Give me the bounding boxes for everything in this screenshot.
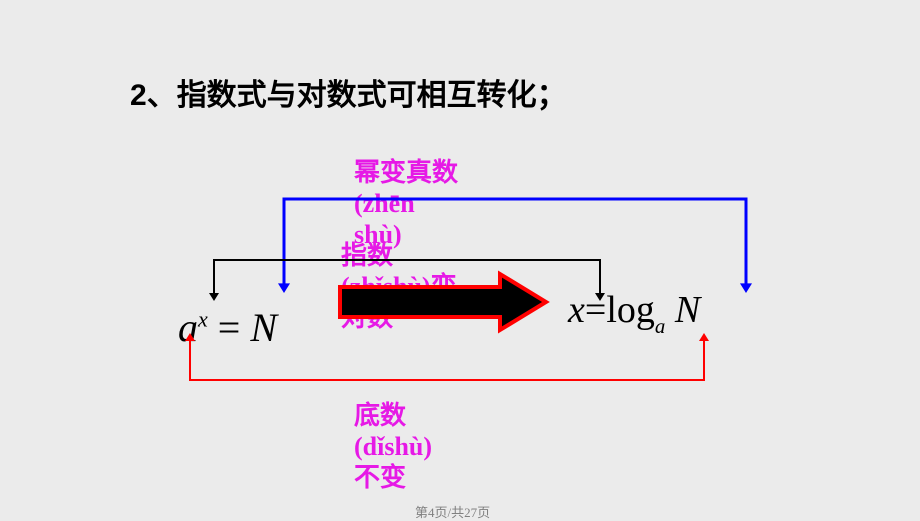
label-exponent-to-log: 指数 (zhǐshù)变 对数 [341, 240, 457, 334]
label-bottom-l1: 底数 [354, 401, 406, 430]
label-power-to-antilog: 幂变真数 (zhēn shù) [354, 157, 458, 251]
eq-right-sub: a [655, 314, 665, 339]
label-bottom-l3: 不变 [354, 463, 406, 492]
page-indicator: 第4页/共27页 [415, 502, 490, 521]
section-sep: 、 [147, 79, 177, 112]
label-base-unchanged: 底数 (dǐshù) 不变 [354, 400, 432, 494]
eq-left-eq: = [208, 305, 251, 350]
eq-left-base: a [178, 305, 198, 350]
section-title: 2、指数式与对数式可相互转化； [130, 70, 567, 114]
equation-logarithm: x=loga N [568, 288, 700, 332]
label-bottom-l2: (dǐshù) [354, 432, 432, 461]
label-top-l2: (zhēn [354, 189, 415, 218]
section-text: 指数式与对数式可相互转化； [177, 79, 567, 112]
equation-exponential: ax = N [178, 304, 277, 351]
eq-right-eq: = [585, 289, 606, 331]
eq-left-exp: x [198, 307, 208, 332]
eq-right-arg: N [665, 289, 700, 331]
label-mid-l1: 指数 [341, 241, 393, 270]
eq-left-rhs: N [250, 305, 277, 350]
eq-right-fn: log [606, 289, 655, 331]
label-mid-l3: 对数 [341, 303, 393, 332]
section-number: 2 [130, 79, 147, 112]
label-top-l1: 幂变真数 [354, 158, 458, 187]
label-mid-l2: (zhǐshù)变 [341, 272, 457, 301]
eq-right-lhs: x [568, 289, 585, 331]
